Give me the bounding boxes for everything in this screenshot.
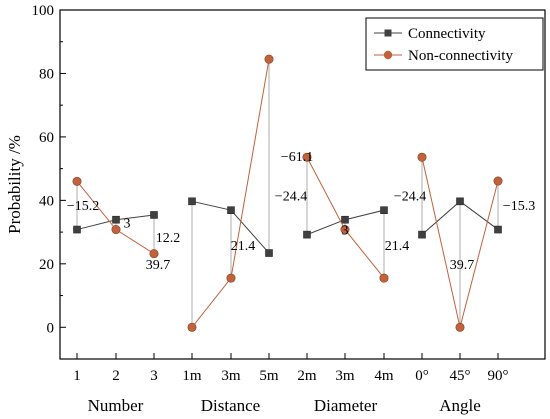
x-tick-label: 4m (374, 368, 394, 384)
chart-labels: Number Distance Diameter Angle −15.2 3 12.2 39.… (67, 150, 535, 415)
axes: 0 20 40 60 80 100 Probability /% 1 2 3 1m 3m 5m 2m 3m 4… (5, 3, 546, 384)
connectivity-point (456, 197, 464, 206)
non-connectivity-point (455, 322, 465, 332)
non-connectivity-point (149, 249, 159, 259)
difference-label: 39.7 (146, 258, 171, 273)
x-tick-label: 2 (112, 368, 120, 384)
difference-label: 39.7 (450, 258, 475, 273)
x-tick-label: 3 (150, 368, 158, 384)
x-tick-label: 3m (335, 368, 355, 384)
difference-label: −24.4 (275, 190, 307, 205)
legend: Connectivity Non-connectivity (365, 17, 544, 71)
difference-label: 12.2 (156, 231, 181, 246)
difference-label: −15.3 (503, 199, 535, 214)
difference-label: 3 (342, 224, 349, 239)
non-connectivity-point (493, 176, 503, 186)
non-connectivity-point (264, 54, 274, 64)
difference-label: 3 (124, 217, 131, 232)
connectivity-point (265, 249, 273, 257)
x-tick-label: 45° (450, 368, 471, 384)
y-axis-title: Probability /% (5, 135, 24, 234)
connectivity-point (303, 230, 311, 239)
x-tick-label: 5m (259, 368, 279, 384)
legend-box (365, 17, 544, 71)
difference-label: 21.4 (385, 239, 410, 254)
connectivity-point (380, 206, 388, 214)
legend-marker-square (384, 29, 392, 37)
y-tick-label: 80 (39, 66, 54, 82)
x-tick-label: 1 (73, 368, 81, 384)
x-tick-label: 3m (221, 368, 241, 384)
non-connectivity-point (340, 225, 350, 235)
difference-label: 21.4 (231, 239, 256, 254)
difference-label: −24.4 (394, 190, 426, 205)
connectivity-point (112, 215, 120, 224)
group-label: Diameter (314, 396, 378, 415)
y-tick-label: 0 (47, 320, 55, 336)
non-connectivity-point (302, 152, 312, 162)
x-tick-label: 2m (297, 368, 317, 384)
y-tick-label: 100 (32, 3, 55, 19)
legend-marker-circle (383, 50, 393, 60)
group-label: Number (88, 396, 144, 415)
group-label: Distance (201, 396, 260, 415)
non-connectivity-point (111, 225, 121, 235)
chart-marks (72, 54, 503, 332)
non-connectivity-point (72, 176, 82, 186)
y-tick-label: 40 (39, 193, 54, 209)
plot-frame (59, 9, 546, 360)
connectivity-point (227, 206, 235, 214)
connectivity-point (418, 230, 426, 239)
non-connectivity-point (187, 322, 197, 332)
x-tick-label: 90° (488, 368, 509, 384)
difference-label: −61.1 (281, 150, 313, 165)
group-label: Angle (439, 396, 481, 415)
non-connectivity-point (417, 152, 427, 162)
connectivity-point (494, 225, 502, 234)
non-connectivity-point (379, 273, 389, 283)
connectivity-point (150, 211, 158, 219)
x-tick-label: 0° (415, 368, 429, 384)
legend-label: Connectivity (408, 26, 486, 42)
non-connectivity-point (226, 273, 236, 283)
series-line-non-connectivity (191, 59, 270, 328)
connectivity-point (188, 197, 196, 206)
connectivity-point (341, 215, 349, 224)
y-tick-label: 20 (39, 257, 54, 273)
difference-label: −15.2 (67, 199, 99, 214)
connectivity-point (73, 225, 81, 234)
legend-label: Non-connectivity (408, 48, 513, 64)
x-tick-label: 1m (182, 368, 202, 384)
y-tick-label: 60 (39, 130, 54, 146)
